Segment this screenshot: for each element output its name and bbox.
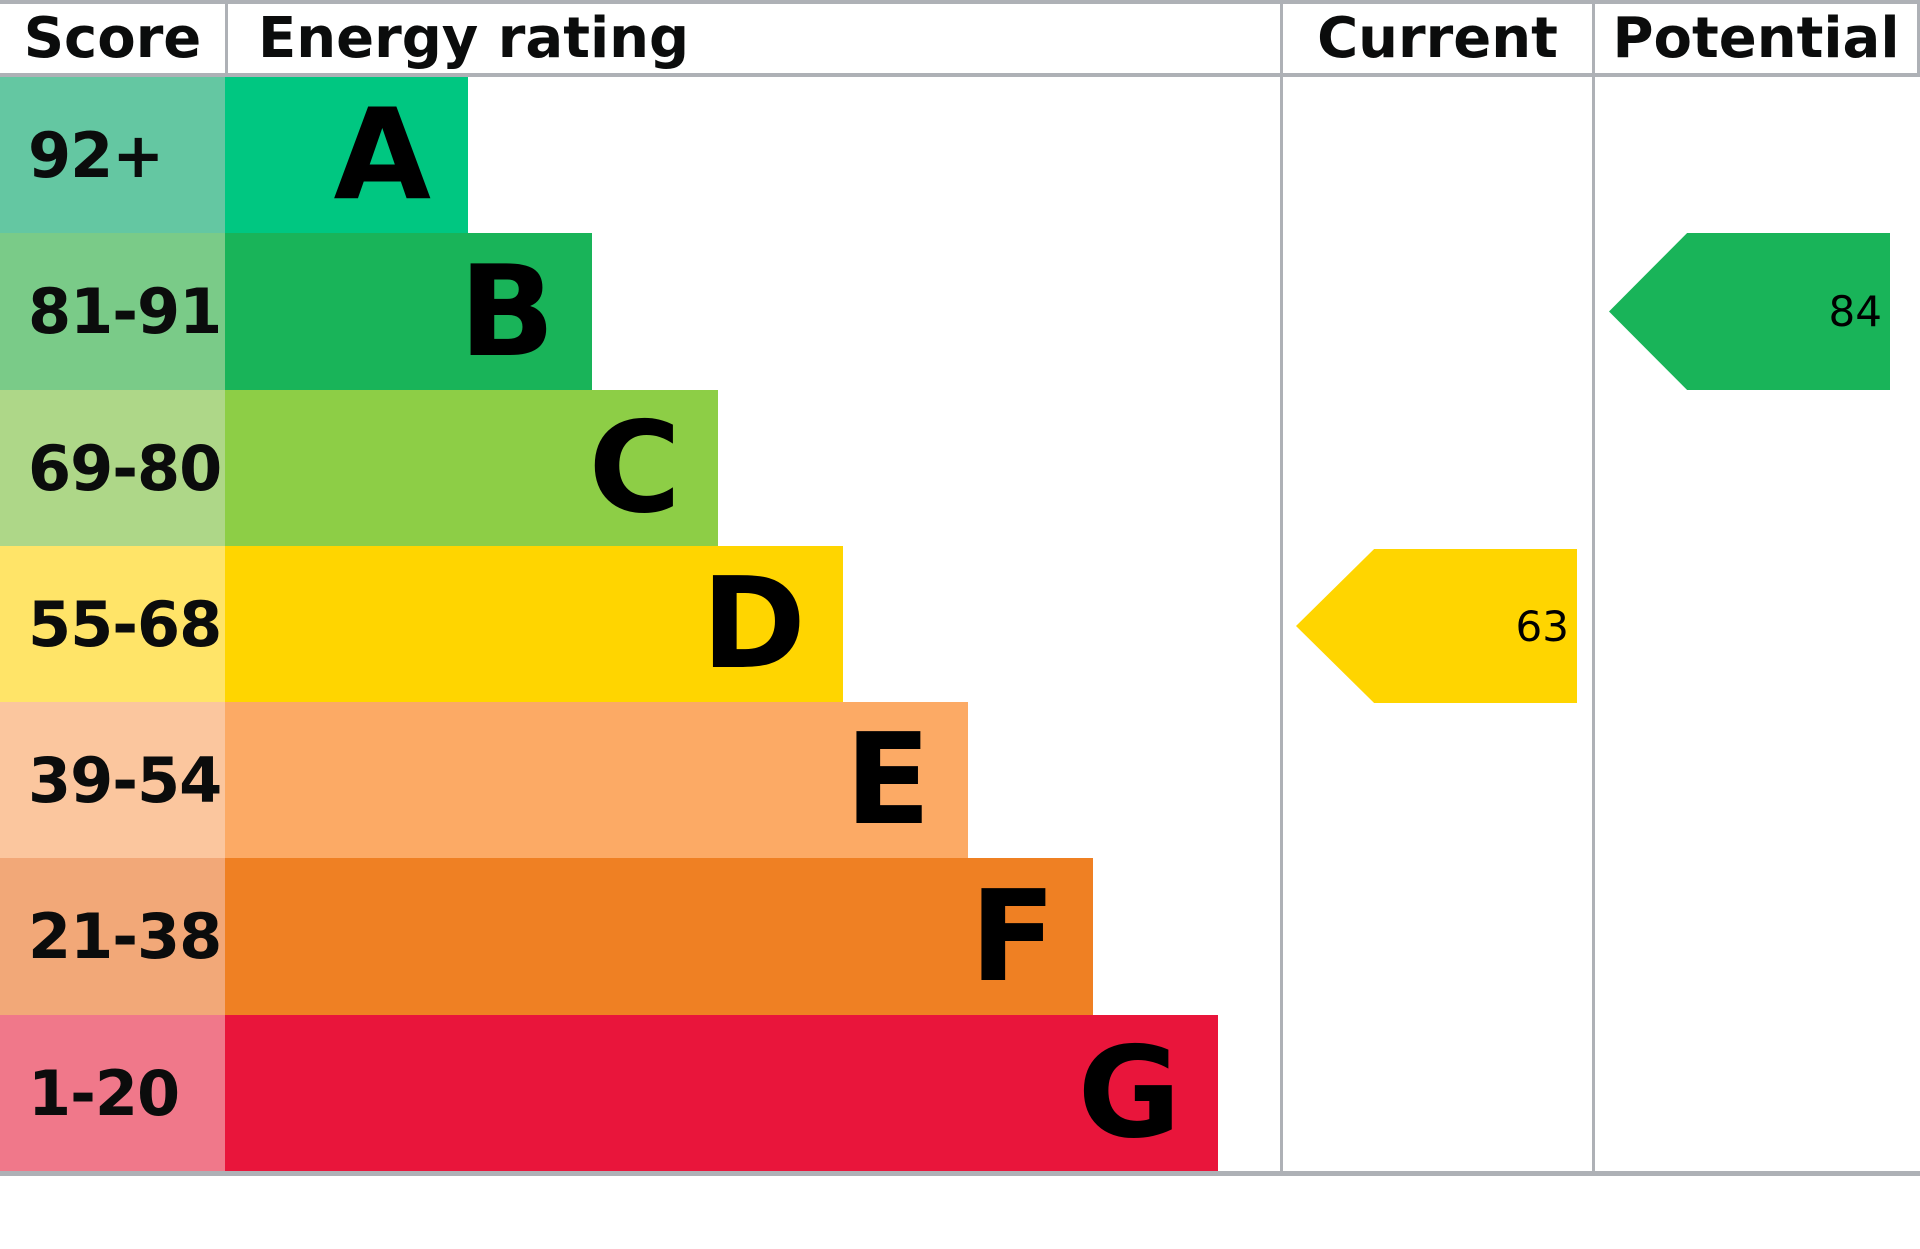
- current-rating-value: 63: [1515, 601, 1569, 651]
- current-rating-arrow: 63: [1296, 549, 1577, 703]
- band-bar: A: [225, 77, 468, 233]
- band-row-e: 39-54 E: [0, 702, 1280, 858]
- band-score-label: 39-54: [28, 743, 222, 817]
- header-current: Current: [1280, 0, 1592, 77]
- potential-rating-arrow: 84: [1609, 233, 1890, 390]
- band-letter: C: [588, 394, 681, 541]
- band-score-cell: 39-54: [0, 702, 225, 858]
- band-score-label: 1-20: [28, 1056, 180, 1130]
- band-letter: D: [701, 550, 806, 697]
- current-column-divider: [1280, 77, 1283, 1171]
- band-score-cell: 55-68: [0, 546, 225, 702]
- band-score-cell: 1-20: [0, 1015, 225, 1171]
- band-row-d: 55-68 D: [0, 546, 1280, 702]
- band-bar: E: [225, 702, 968, 858]
- band-bar: B: [225, 233, 592, 390]
- band-score-label: 69-80: [28, 431, 222, 505]
- header-score: Score: [0, 0, 225, 77]
- band-score-cell: 69-80: [0, 390, 225, 546]
- band-row-c: 69-80 C: [0, 390, 1280, 546]
- band-row-g: 1-20 G: [0, 1015, 1280, 1171]
- band-bar: D: [225, 546, 843, 702]
- band-score-label: 21-38: [28, 900, 222, 973]
- potential-rating-value: 84: [1828, 287, 1882, 336]
- band-bar: F: [225, 858, 1093, 1015]
- table-bottom-border: [0, 1171, 1920, 1176]
- band-row-a: 92+ A: [0, 77, 1280, 233]
- band-bar: C: [225, 390, 718, 546]
- band-letter: G: [1077, 1019, 1181, 1166]
- band-score-cell: 92+: [0, 77, 225, 233]
- band-score-cell: 81-91: [0, 233, 225, 390]
- header-energy-rating: Energy rating: [225, 0, 1280, 77]
- band-score-label: 81-91: [28, 275, 222, 348]
- band-score-label: 55-68: [28, 587, 222, 661]
- band-letter: B: [458, 237, 555, 385]
- band-letter: E: [844, 706, 931, 853]
- potential-column-divider: [1592, 77, 1595, 1171]
- band-score-label: 92+: [28, 118, 164, 192]
- band-row-f: 21-38 F: [0, 858, 1280, 1015]
- band-bar: G: [225, 1015, 1218, 1171]
- band-row-b: 81-91 B: [0, 233, 1280, 390]
- band-score-cell: 21-38: [0, 858, 225, 1015]
- band-letter: F: [969, 862, 1056, 1010]
- band-letter: A: [333, 81, 431, 228]
- header-potential: Potential: [1592, 0, 1920, 77]
